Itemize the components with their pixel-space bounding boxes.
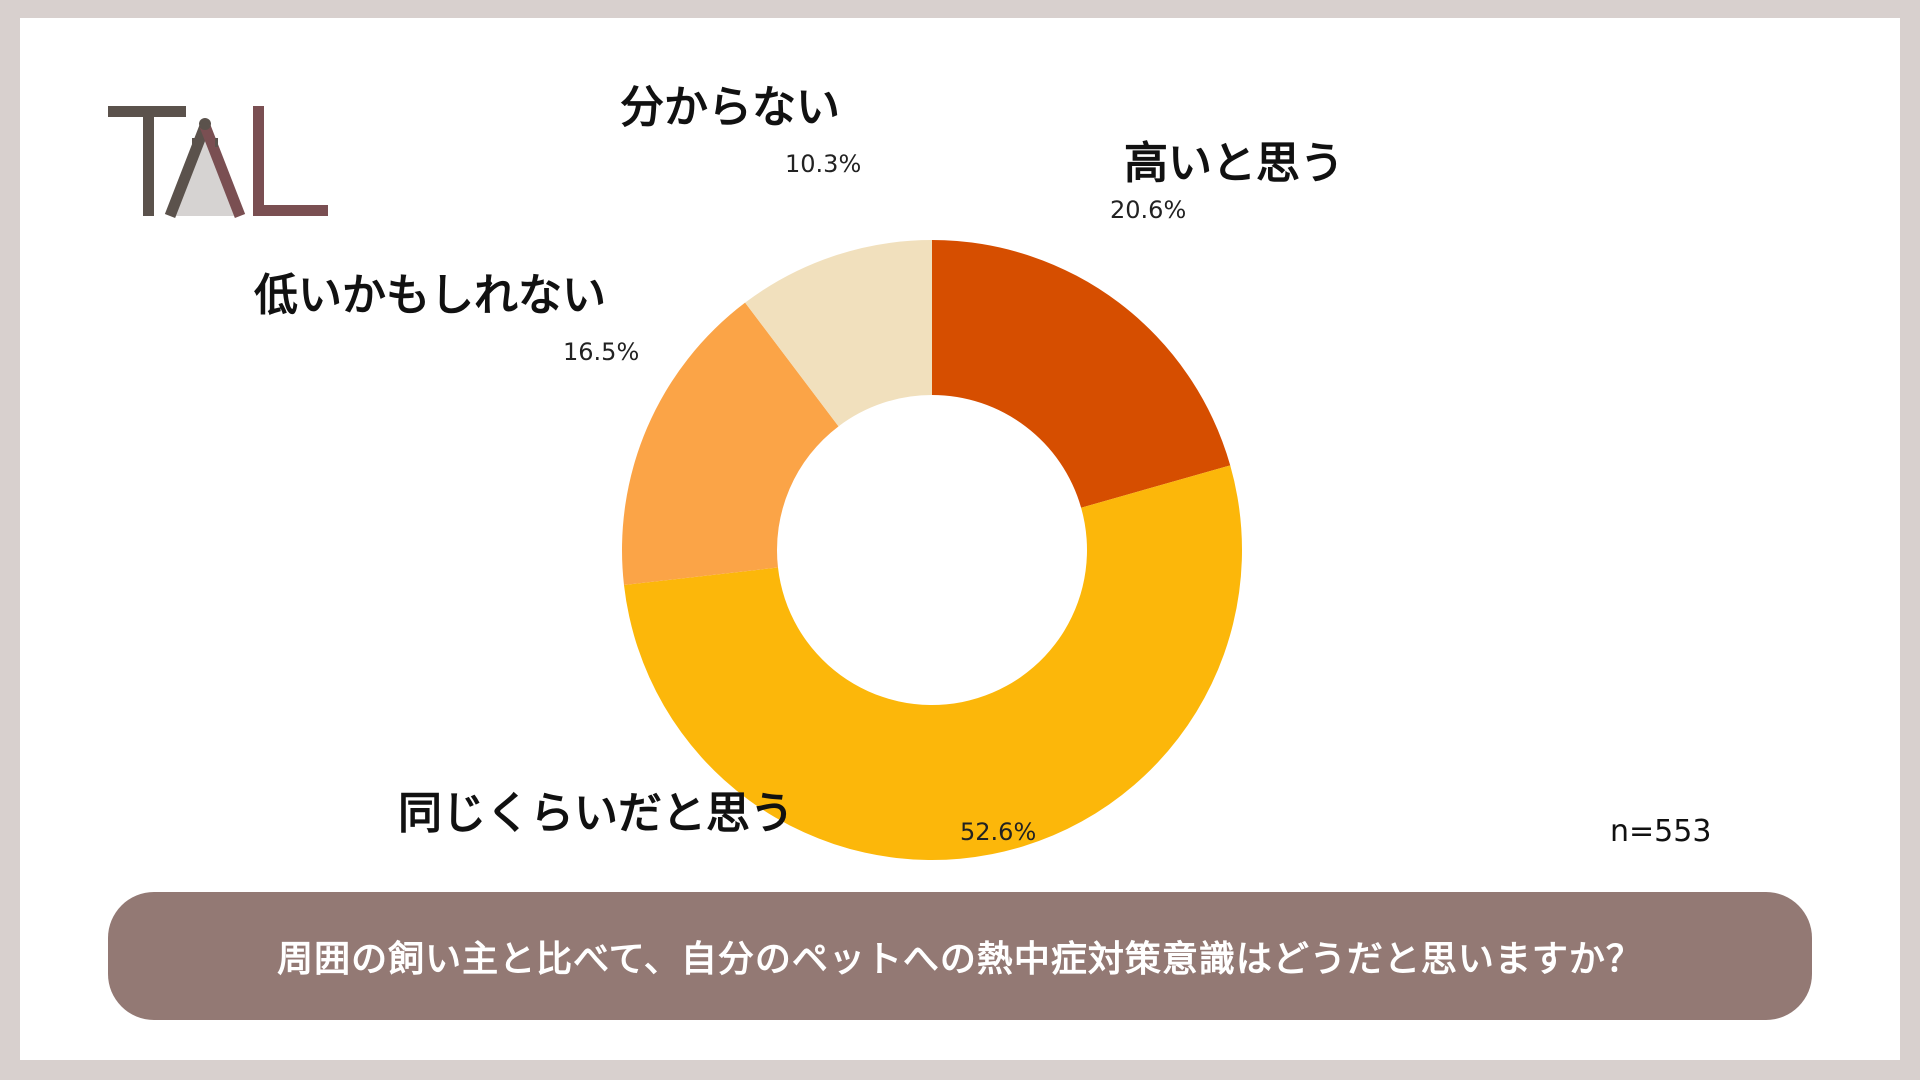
percent-label-1: 20.6% (1110, 196, 1186, 224)
category-label-2: 同じくらいだと思う (398, 788, 794, 839)
question-text: 周囲の飼い主と比べて、自分のペットへの熱中症対策意識はどうだと思いますか？ (277, 939, 1643, 980)
category-label-1: 高いと思う (1124, 138, 1344, 189)
category-label-3: 低いかもしれない (254, 270, 606, 321)
category-label-4: 分からない (620, 82, 840, 133)
donut-slice-1 (932, 240, 1231, 508)
question-banner: 周囲の飼い主と比べて、自分のペットへの熱中症対策意識はどうだと思いますか？ (108, 892, 1812, 1020)
percent-label-3: 16.5% (563, 338, 639, 366)
percent-label-2: 52.6% (960, 818, 1036, 846)
percent-label-4: 10.3% (785, 150, 861, 178)
donut-slice-2 (623, 465, 1242, 860)
donut-slice-3 (622, 302, 839, 585)
donut-slice-4 (745, 240, 932, 427)
slide-frame (20, 18, 1900, 1060)
tal-logo (108, 106, 328, 218)
sample-size: n=553 (1610, 814, 1712, 849)
